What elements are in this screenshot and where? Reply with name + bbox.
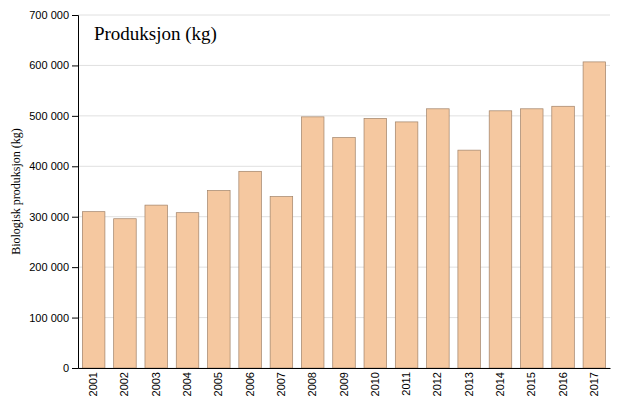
bar <box>520 109 543 368</box>
x-tick-label: 2017 <box>588 372 600 396</box>
x-tick-label: 2015 <box>525 372 537 396</box>
bar <box>145 205 168 368</box>
y-tick-label: 200 000 <box>29 261 69 273</box>
y-tick-label: 600 000 <box>29 59 69 71</box>
bar <box>239 171 262 368</box>
y-tick: 0 <box>63 362 78 374</box>
y-tick-mark <box>72 65 78 66</box>
x-tick: 2007 <box>275 372 287 396</box>
x-tick-label: 2005 <box>212 372 224 396</box>
bar <box>176 213 199 368</box>
x-tick: 2014 <box>494 372 506 396</box>
x-tick-label: 2009 <box>338 372 350 396</box>
bar <box>301 117 324 368</box>
y-tick-label: 0 <box>63 362 69 374</box>
y-tick-label: 300 000 <box>29 211 69 223</box>
y-axis: 0 100 000 200 000 300 000 400 000 500 000 600 … <box>29 9 78 374</box>
x-tick-label: 2011 <box>400 372 412 396</box>
x-tick-label: 2010 <box>369 372 381 396</box>
x-tick: 2003 <box>150 372 162 396</box>
x-tick: 2015 <box>525 372 537 396</box>
y-tick: 400 000 <box>29 160 78 172</box>
bar <box>270 197 293 368</box>
grid-line <box>78 65 610 66</box>
x-tick: 2011 <box>400 372 412 396</box>
x-tick: 2010 <box>369 372 381 396</box>
y-tick-label: 500 000 <box>29 110 69 122</box>
bar <box>427 109 450 368</box>
x-tick-label: 2006 <box>244 372 256 396</box>
x-tick-label: 2007 <box>275 372 287 396</box>
x-tick-label: 2014 <box>494 372 506 396</box>
y-tick: 300 000 <box>29 211 78 223</box>
bar <box>489 111 512 368</box>
x-tick: 2016 <box>557 372 569 396</box>
y-tick: 100 000 <box>29 312 78 324</box>
y-tick-mark <box>72 116 78 117</box>
x-tick: 2001 <box>87 372 99 396</box>
x-tick-label: 2002 <box>118 372 130 396</box>
y-axis-title: Biologisk produksjon (kg) <box>9 128 23 255</box>
y-tick-label: 400 000 <box>29 160 69 172</box>
x-tick-label: 2013 <box>463 372 475 396</box>
grid-line <box>78 15 610 16</box>
y-tick: 600 000 <box>29 59 78 71</box>
bar <box>333 138 356 368</box>
x-tick: 2004 <box>181 372 193 396</box>
x-tick: 2005 <box>212 372 224 396</box>
x-tick: 2017 <box>588 372 600 396</box>
x-tick-label: 2012 <box>431 372 443 396</box>
bar <box>552 106 575 368</box>
x-tick: 2012 <box>431 372 443 396</box>
grid <box>78 15 610 368</box>
y-tick-mark <box>72 217 78 218</box>
bar <box>208 190 231 368</box>
plot: 0 100 000 200 000 300 000 400 000 500 000 600 … <box>29 9 610 396</box>
bar <box>82 212 105 368</box>
y-tick-mark <box>72 267 78 268</box>
bar <box>395 122 418 368</box>
y-axis-line <box>72 16 79 369</box>
y-tick: 700 000 <box>29 9 78 21</box>
x-tick-label: 2001 <box>87 372 99 396</box>
y-tick: 500 000 <box>29 110 78 122</box>
x-tick-label: 2004 <box>181 372 193 396</box>
y-tick: 200 000 <box>29 261 78 273</box>
x-tick: 2008 <box>306 372 318 396</box>
x-tick: 2009 <box>338 372 350 396</box>
y-tick-label: 100 000 <box>29 312 69 324</box>
title: Produksjon (kg) <box>94 23 217 45</box>
y-tick-label: 700 000 <box>29 9 69 21</box>
x-tick: 2006 <box>244 372 256 396</box>
x-tick: 2013 <box>463 372 475 396</box>
chart: 0 100 000 200 000 300 000 400 000 500 000 600 … <box>0 0 625 418</box>
y-tick-mark <box>72 318 78 319</box>
x-axis: 2001 2002 2003 2004 2005 2006 2007 2008 2009 2010… <box>79 369 611 397</box>
bars <box>82 62 605 368</box>
x-tick-label: 2008 <box>306 372 318 396</box>
x-tick-label: 2016 <box>557 372 569 396</box>
x-tick: 2002 <box>118 372 130 396</box>
x-axis-line <box>79 368 611 369</box>
y-tick-mark <box>72 368 78 369</box>
y-tick-mark <box>72 166 78 167</box>
bar <box>114 219 137 368</box>
x-tick-label: 2003 <box>150 372 162 396</box>
bar <box>364 118 387 368</box>
bar <box>583 62 606 368</box>
y-tick-mark <box>72 15 78 16</box>
bar <box>458 150 481 368</box>
